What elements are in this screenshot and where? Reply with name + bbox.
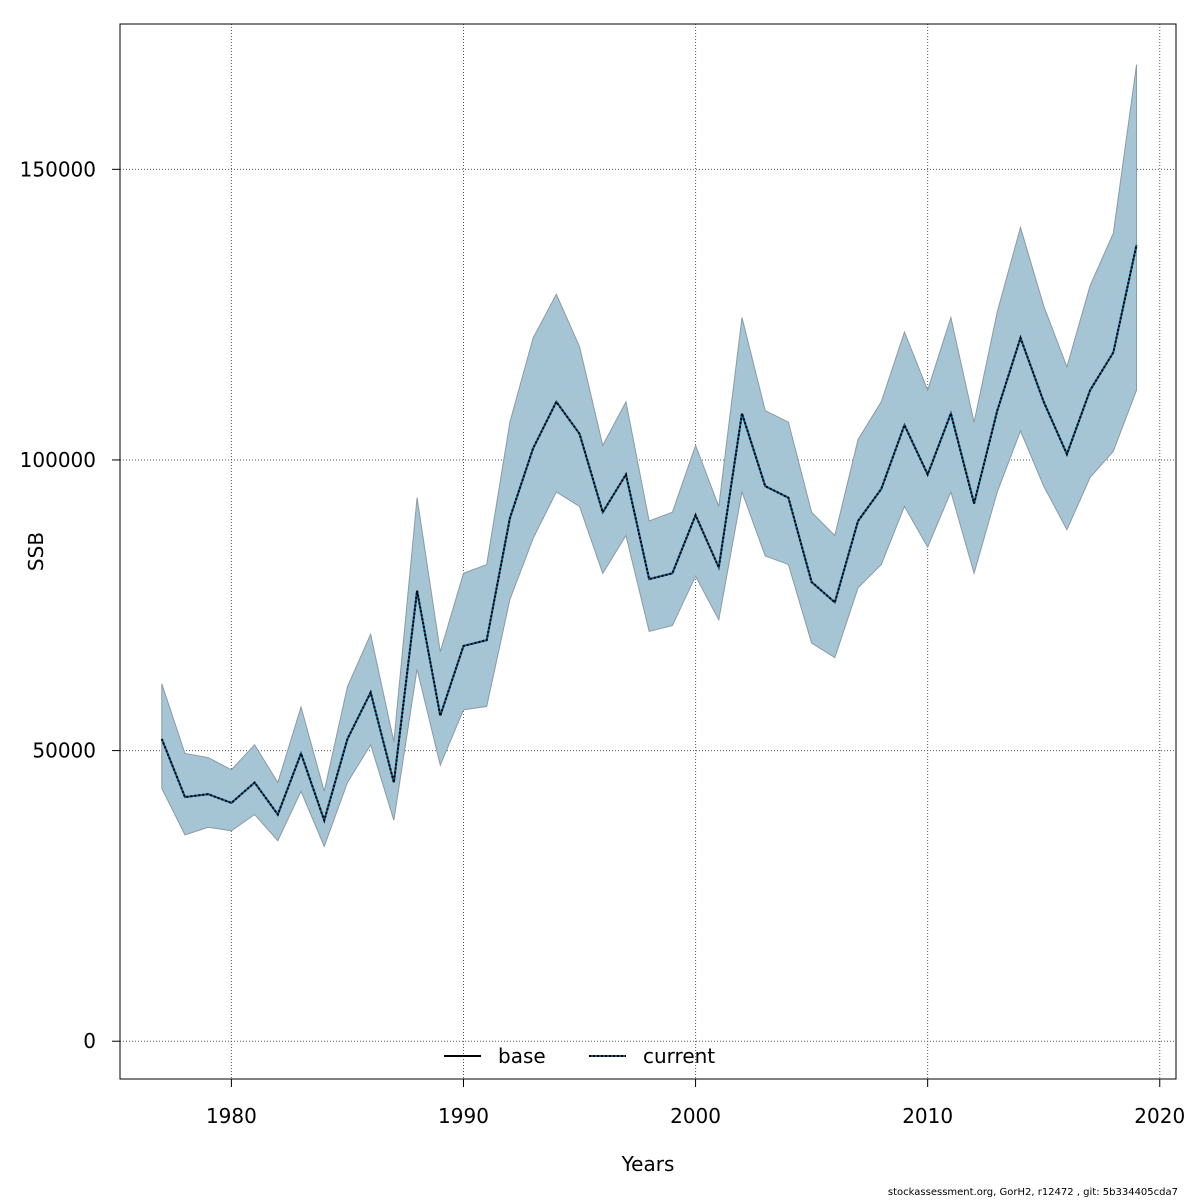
x-axis-title: Years [621,1152,675,1176]
confidence-band [161,64,1138,848]
legend-label-current: current [643,1044,715,1068]
legend: base current [444,1044,715,1068]
footer-credit: stockassessment.org, GorH2, r12472 , git… [887,1187,1178,1198]
x-tick-label-2000: 2000 [670,1104,721,1128]
y-tick-label-150000: 150000 [20,157,96,181]
x-axis: 1980 1990 2000 2010 2020 [206,1078,1185,1128]
y-tick-label-0: 0 [83,1029,96,1053]
y-tick-label-50000: 50000 [32,739,96,763]
grid-lines [120,24,1176,1079]
y-axis-title: SSB [24,532,48,571]
x-tick-label-1990: 1990 [438,1104,489,1128]
series-line-current [160,244,1138,824]
series-line-layer [160,244,1138,824]
confidence-band-layer [161,64,1138,848]
x-tick-label-1980: 1980 [206,1104,257,1128]
legend-label-base: base [498,1044,546,1068]
x-tick-label-2020: 2020 [1134,1104,1185,1128]
y-axis: 0 50000 100000 150000 [20,157,121,1053]
y-tick-label-100000: 100000 [20,448,96,472]
x-tick-label-2010: 2010 [902,1104,953,1128]
